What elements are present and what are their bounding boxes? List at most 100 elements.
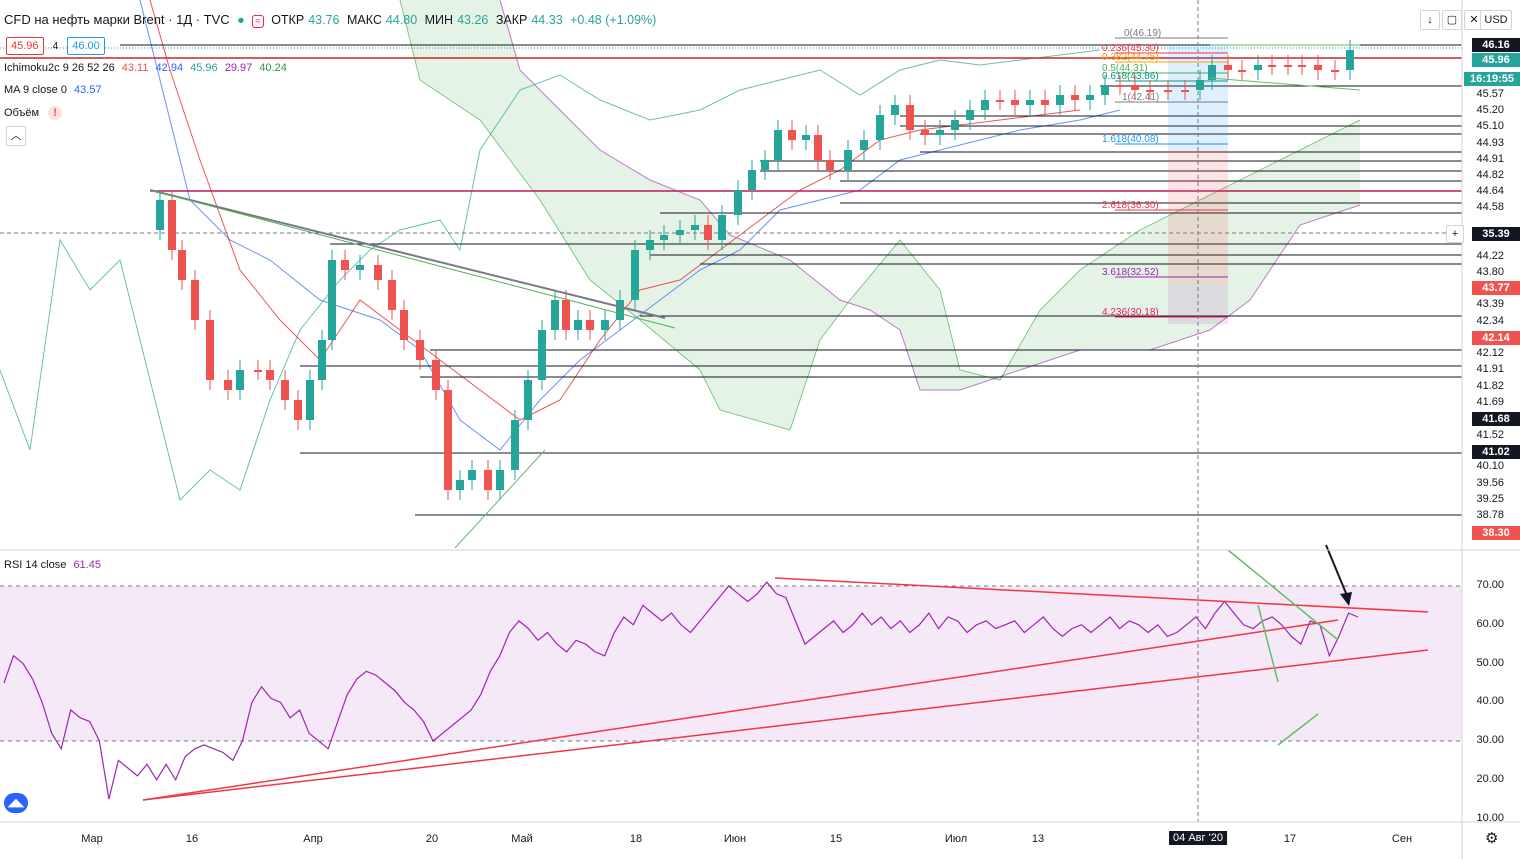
add-alert-button[interactable]: + [1446,225,1464,243]
candle-body [1208,65,1216,80]
price-badge: 41.68 [1472,412,1520,426]
candle-body [1116,85,1124,87]
candle-body [704,225,712,240]
candle-body [966,110,974,120]
candle-body [432,360,440,390]
price-tick: 44.82 [1476,169,1504,181]
low-value: 43.26 [457,13,489,27]
candle-body [1196,80,1204,90]
candle-body [891,105,899,115]
fib-level-label: 0.618(43.86) [1102,71,1159,82]
price-tick: 38.78 [1476,509,1504,521]
rsi-tick: 70.00 [1476,579,1504,591]
candle-body [1146,90,1154,92]
candle-body [844,150,852,170]
fib-level-label: 2.618(36.30) [1102,200,1159,211]
close-value: 44.33 [531,13,563,27]
candle-body [468,470,476,480]
volume-legend[interactable]: Объём ! [4,106,63,120]
symbol-title[interactable]: CFD на нефть марки Brent · 1Д · TVC [4,12,230,27]
price-tick: 45.57 [1476,88,1504,100]
candle-body [341,260,349,270]
collapse-legend-button[interactable]: ︿ [6,126,26,146]
downtrend-line-alt [149,189,676,329]
currency-button[interactable]: USD [1480,10,1512,30]
arrow-shaft [1325,544,1349,599]
candle-body [876,115,884,140]
time-tick: 13 [1031,833,1045,845]
candle-body [168,200,176,250]
candle-body [1314,65,1322,70]
candle-body [860,140,868,150]
candle-body [936,130,944,135]
candle-body [660,235,668,240]
candle-body [586,320,594,330]
price-tick: 41.52 [1476,429,1504,441]
candle-body [416,340,424,360]
candle-body [1026,100,1034,105]
rsi-tick: 20.00 [1476,772,1504,785]
rsi-legend[interactable]: RSI 14 close 61.45 [4,559,101,571]
candle-body [981,100,989,110]
ichimoku-legend[interactable]: Ichimoku2c 9 26 52 26 43.11 42.94 45.96 … [4,62,287,74]
candle-body [1181,90,1189,92]
fib-level-label: 0(46.19) [1124,28,1161,39]
candle-body [178,250,186,280]
candle-body [281,380,289,400]
price-badge: 45.96 [1472,53,1520,67]
chevron-up-icon: ︿ [10,130,22,142]
candle-body [1224,65,1232,70]
price-badge: 43.77 [1472,281,1520,295]
compare-icon[interactable]: ≈ [252,15,264,28]
ma-value: 43.57 [74,84,102,96]
rsi-support-line-1 [142,619,1339,801]
open-value: 43.76 [308,13,340,27]
candle-body [254,370,262,372]
rsi-green-line-2 [1257,604,1279,683]
time-tick: Сен [1391,833,1413,845]
candle-body [774,130,782,160]
price-tick: 41.69 [1476,396,1504,408]
arrow-down-icon: ↓ [1427,14,1433,26]
candle-body [1086,95,1094,100]
candle-body [156,200,164,230]
candle-body [826,160,834,170]
square-icon: ▢ [1446,14,1458,26]
candle-body [1284,65,1292,67]
candle-body [996,100,1004,102]
time-tick: 15 [829,833,843,845]
price-badge: 41.02 [1472,445,1520,459]
plus-icon: + [1451,228,1459,240]
price-tick: 39.56 [1476,477,1504,489]
ma-legend[interactable]: MA 9 close 0 43.57 [4,84,102,96]
chart-header: CFD на нефть марки Brent · 1Д · TVC ● ≈ … [4,12,660,28]
candle-body [1131,85,1139,90]
price-tick: 42.34 [1476,315,1504,327]
buy-button[interactable]: 46.00 [67,37,105,55]
candle-body [236,370,244,390]
fib-zone-blue [1168,44,1228,149]
candle-body [356,265,364,270]
time-tick: Июн [723,833,747,845]
sell-button[interactable]: 45.96 [6,37,44,55]
logo-icon: ◢◣ [7,797,25,809]
candle-body [574,320,582,330]
ichimoku-span-b: 40.24 [259,62,287,74]
candle-body [1071,95,1079,100]
settings-gear-icon[interactable]: ⚙ [1485,830,1499,847]
chikou-span [0,49,1101,501]
price-tick: 40.10 [1476,460,1504,472]
time-tick: 20 [425,833,439,845]
maximize-button[interactable]: ▢ [1442,10,1462,30]
fib-level-label: 0.5(44.31) [1102,63,1148,74]
move-down-button[interactable]: ↓ [1420,10,1440,30]
fib-level-label: 0.236(45.30) [1102,43,1159,54]
ichimoku-span-a: 29.97 [224,62,253,74]
candle-body [631,250,639,300]
trendlines [149,44,1361,549]
candle-body [1238,70,1246,72]
arrow-head-icon [1340,592,1352,606]
senkou-span-b [399,0,1361,431]
tradingview-logo[interactable]: ◢◣ [4,793,28,813]
